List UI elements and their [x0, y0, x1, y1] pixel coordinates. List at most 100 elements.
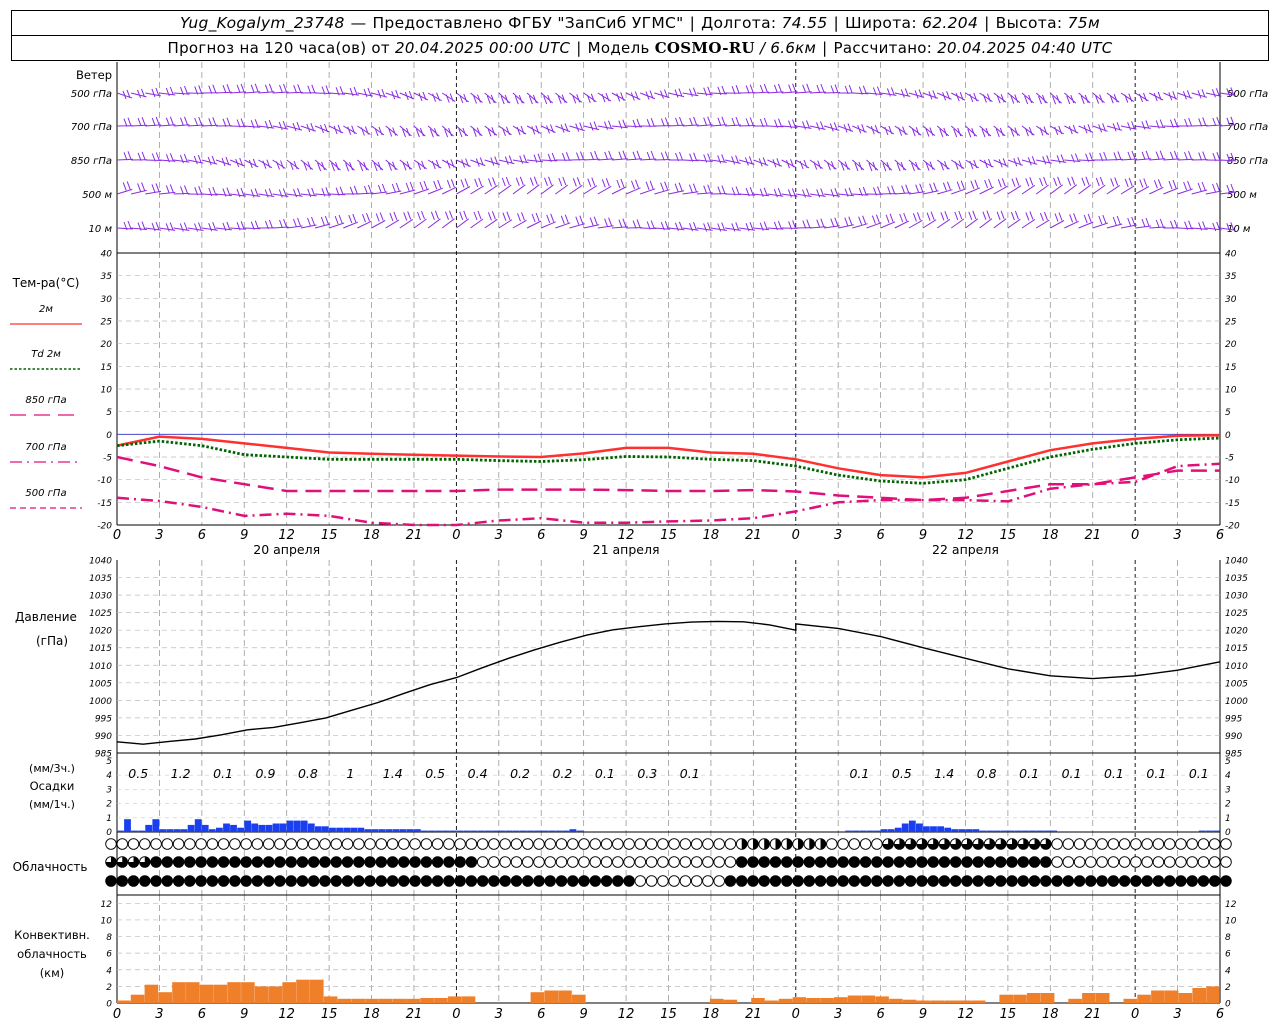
precip-bar [944, 827, 952, 832]
wind-barb [541, 152, 558, 163]
wind-barb [272, 159, 286, 170]
cloud-symbol [386, 856, 399, 868]
precip-3h-total: 0.2 [552, 766, 572, 781]
wind-barb [215, 156, 232, 167]
cloud-symbol [1130, 875, 1142, 887]
cloud-symbol [679, 838, 692, 850]
convective-bar [833, 997, 848, 1003]
wind-barb [710, 116, 727, 127]
precip-3h-total: 0.1 [213, 766, 233, 781]
cloud-symbol [1085, 856, 1097, 868]
hour-tick-label: 21 [406, 1007, 423, 1022]
wind-barb [767, 220, 784, 231]
precip-bar [972, 829, 980, 832]
convective-bar [365, 998, 379, 1003]
wind-barb [1163, 219, 1180, 230]
cloud-symbol [1208, 856, 1221, 868]
precip-tick-label-left: 5 [106, 757, 112, 767]
wind-barb [527, 153, 544, 163]
cloud-symbol [364, 875, 376, 887]
wind-barb [1007, 177, 1022, 195]
wind-barb [1219, 152, 1237, 163]
cloud-symbol [195, 875, 207, 887]
precip-bar [527, 830, 534, 832]
cloud-symbol [1163, 838, 1176, 850]
wind-barb [314, 123, 330, 134]
wind-barb [230, 187, 247, 198]
wind-barb [300, 216, 317, 229]
convective-bar [254, 986, 269, 1003]
hour-tick-label: 18 [1042, 1007, 1059, 1022]
cloud-symbol-three-quarter [961, 838, 973, 850]
cloud-symbol [578, 875, 590, 887]
cloud-symbol [600, 838, 613, 850]
wind-barb [1078, 124, 1094, 134]
cloud-symbol [938, 875, 951, 887]
cloud-symbol [994, 875, 1007, 887]
cloud-symbol [927, 875, 939, 887]
cloud-symbol [375, 838, 388, 850]
wind-barb [1205, 88, 1222, 98]
cloud-symbol [409, 856, 421, 868]
cloud-symbol [882, 875, 894, 887]
cloud-symbol [285, 856, 297, 868]
convective-bar [117, 1000, 131, 1003]
header-separator: | [822, 39, 828, 57]
wind-barb [753, 83, 770, 94]
wind-barb [314, 85, 332, 95]
temp-series-line [116, 455, 1220, 502]
wind-barb [526, 212, 542, 229]
temp-tick-label-right: -15 [1225, 499, 1240, 509]
cloud-symbol [1062, 875, 1075, 887]
cloud-symbol [904, 875, 917, 887]
wind-barb [145, 183, 162, 195]
convective-bar [544, 990, 558, 1003]
temp-tick-label-right: -5 [1225, 454, 1234, 464]
precip-bar [307, 823, 315, 832]
temp-tick-label-left: 30 [101, 295, 113, 305]
cloud-symbol [307, 856, 320, 868]
wind-barb [979, 210, 993, 229]
wind-barb [795, 83, 812, 94]
wind-barb [866, 86, 883, 96]
cloud-symbol [1197, 875, 1210, 887]
wind-barb [512, 176, 526, 195]
hour-tick-label: 0 [113, 528, 121, 543]
cloud-symbol [1051, 838, 1063, 850]
hour-tick-label: 3 [834, 1007, 842, 1022]
temp-tick-label-left: 40 [101, 250, 113, 260]
wind-barb [880, 87, 897, 97]
cloud-symbol [398, 875, 410, 887]
wind-barb [201, 155, 218, 166]
wind-barb [187, 186, 204, 196]
wind-barb [1007, 157, 1023, 167]
cloud-symbol [634, 838, 647, 850]
cloud-symbol-three-quarter [882, 838, 894, 850]
wind-barb [131, 221, 148, 231]
latitude-value: 62.204 [922, 14, 979, 32]
wind-barb [597, 178, 612, 195]
cloud-symbol [1175, 838, 1187, 850]
wind-barb [824, 84, 841, 94]
wind-barb [725, 222, 741, 232]
cloud-symbol [657, 875, 669, 887]
wind-barb [922, 211, 937, 229]
cloud-symbol [803, 856, 816, 868]
pressure-tick-label-left: 1005 [89, 679, 112, 689]
precip-bar [1205, 830, 1213, 832]
precip-bar [442, 830, 449, 832]
cloud-symbol [229, 856, 241, 868]
cloud-symbol [1062, 838, 1075, 850]
cloud-symbol [116, 838, 129, 850]
cloud-symbol [296, 875, 309, 887]
cloud-symbol [657, 856, 669, 868]
convective-bar [337, 998, 352, 1003]
wind-barb [936, 125, 950, 138]
cloud-symbol-three-quarter [905, 838, 916, 850]
cloud-symbol [251, 838, 264, 850]
cloud-symbol [713, 875, 725, 887]
cloud-symbol [443, 856, 455, 868]
precip-bar [392, 829, 400, 832]
wind-barb [1191, 89, 1208, 99]
conv-tick-label-left: 10 [101, 916, 113, 926]
